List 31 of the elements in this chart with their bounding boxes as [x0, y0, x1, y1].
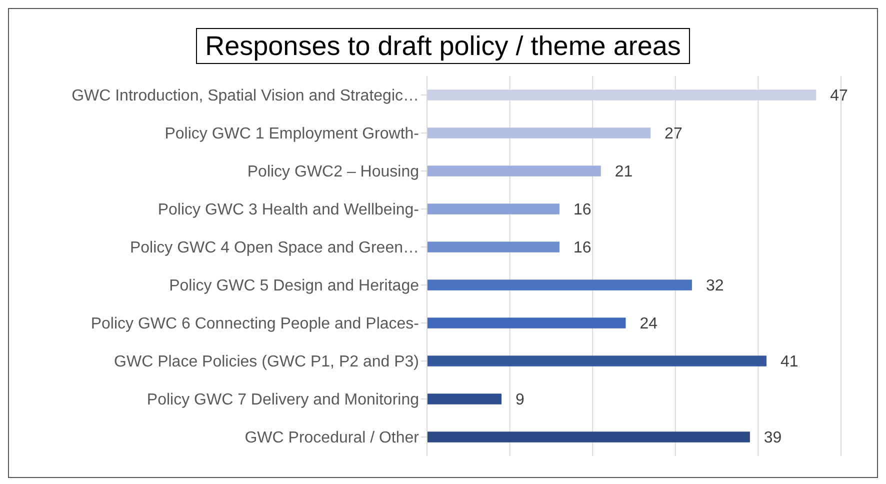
bar	[427, 90, 816, 100]
bar	[427, 432, 750, 442]
bar	[427, 242, 560, 252]
bar	[427, 318, 626, 328]
y-tick-label: Policy GWC 7 Delivery and Monitoring	[146, 392, 419, 409]
y-tick-label: GWC Procedural / Other	[244, 430, 420, 447]
data-label: 24	[640, 316, 658, 333]
data-label: 27	[664, 126, 682, 143]
data-label: 47	[830, 88, 848, 105]
bar	[427, 204, 560, 214]
chart-title: Responses to draft policy / theme areas	[196, 28, 690, 64]
bar	[427, 356, 766, 366]
data-label: 16	[573, 202, 592, 219]
data-label: 32	[706, 278, 724, 295]
y-tick-label: Policy GWC 4 Open Space and Green…	[130, 240, 419, 257]
bar	[427, 166, 601, 176]
data-label: 21	[614, 164, 633, 181]
y-tick-label: Policy GWC 3 Health and Wellbeing-	[158, 202, 419, 219]
data-label: 16	[573, 240, 592, 257]
y-tick-label: Policy GWC 5 Design and Heritage	[169, 278, 420, 295]
y-tick-label: Policy GWC 6 Connecting People and Places-	[90, 316, 419, 333]
y-tick-label: Policy GWC2 – Housing	[247, 164, 419, 181]
y-tick-label: Policy GWC 1 Employment Growth-	[164, 126, 419, 143]
bar	[427, 128, 651, 138]
y-tick-label: GWC Place Policies (GWC P1, P2 and P3)	[114, 354, 419, 371]
bar	[427, 394, 502, 404]
bar	[427, 280, 692, 290]
data-label: 39	[764, 430, 782, 447]
data-label: 41	[780, 354, 798, 371]
y-tick-label: GWC Introduction, Spatial Vision and Strategic…	[72, 88, 419, 105]
data-label: 9	[516, 392, 525, 409]
